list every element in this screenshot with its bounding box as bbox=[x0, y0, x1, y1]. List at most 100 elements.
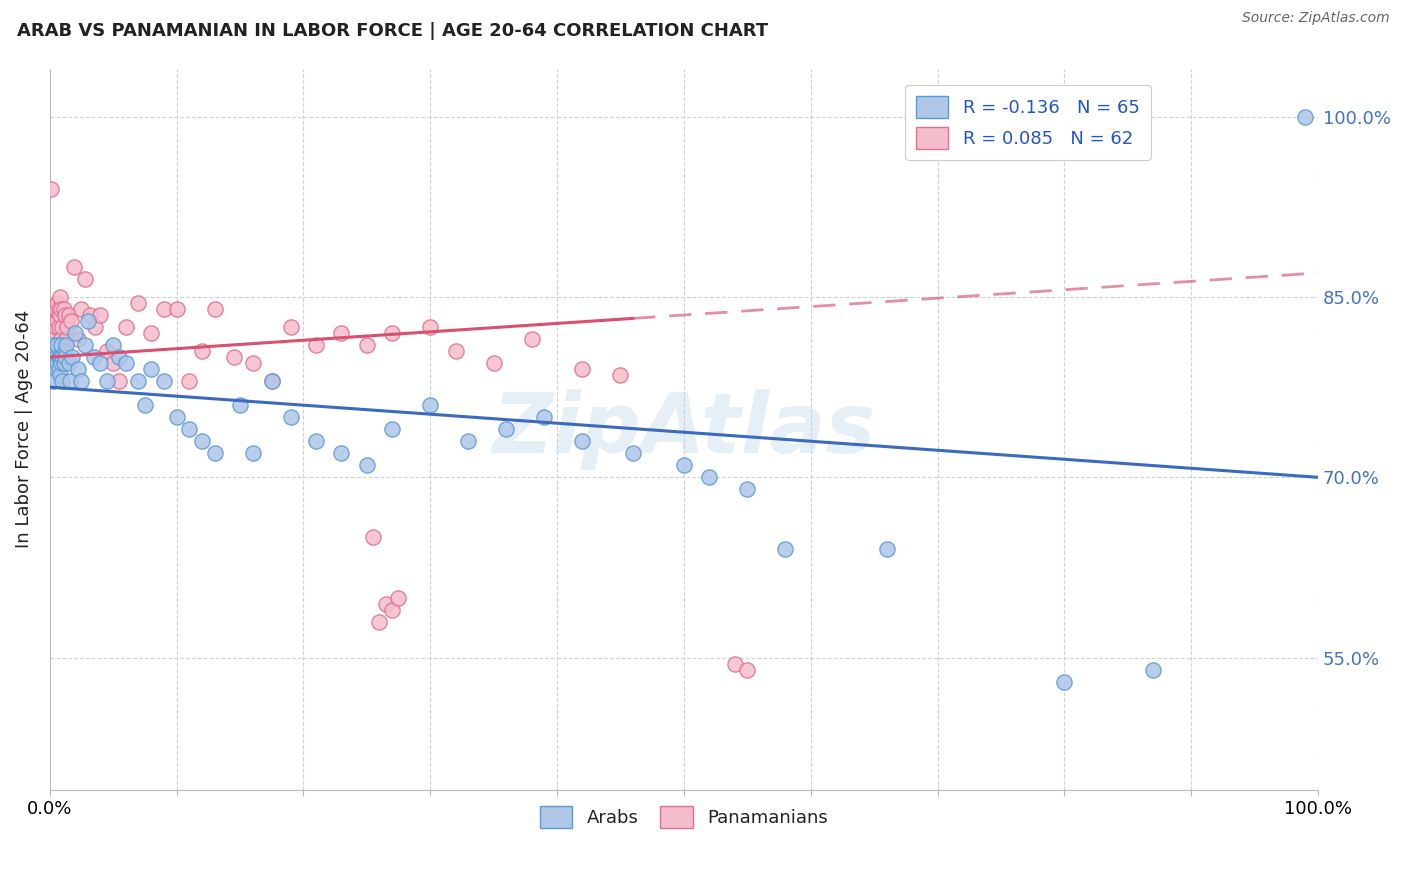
Point bbox=[242, 446, 264, 460]
Point bbox=[419, 398, 441, 412]
Point bbox=[48, 350, 70, 364]
Point bbox=[127, 374, 149, 388]
Point bbox=[48, 362, 70, 376]
Point bbox=[75, 338, 97, 352]
Point bbox=[330, 446, 353, 460]
Point bbox=[44, 356, 66, 370]
Point bbox=[571, 362, 593, 376]
Point bbox=[724, 657, 747, 671]
Point bbox=[70, 374, 93, 388]
Point bbox=[374, 597, 396, 611]
Point bbox=[42, 338, 65, 352]
Point bbox=[89, 308, 111, 322]
Point bbox=[356, 458, 378, 473]
Point bbox=[305, 434, 328, 449]
Point bbox=[229, 398, 252, 412]
Point bbox=[84, 320, 107, 334]
Point bbox=[387, 591, 409, 605]
Point bbox=[49, 338, 72, 352]
Point bbox=[381, 602, 404, 616]
Point bbox=[49, 301, 72, 316]
Point bbox=[46, 356, 69, 370]
Point bbox=[166, 410, 188, 425]
Point bbox=[127, 296, 149, 310]
Point bbox=[1142, 663, 1164, 677]
Point bbox=[571, 434, 593, 449]
Point bbox=[58, 356, 80, 370]
Point bbox=[114, 320, 136, 334]
Point bbox=[242, 356, 264, 370]
Point bbox=[66, 332, 89, 346]
Point bbox=[70, 301, 93, 316]
Point bbox=[737, 483, 759, 497]
Point bbox=[139, 326, 162, 340]
Point bbox=[59, 374, 82, 388]
Point bbox=[482, 356, 505, 370]
Point bbox=[153, 301, 176, 316]
Point bbox=[42, 301, 65, 316]
Point bbox=[533, 410, 555, 425]
Point bbox=[79, 308, 101, 322]
Point bbox=[42, 374, 65, 388]
Point bbox=[48, 301, 70, 316]
Point bbox=[96, 374, 118, 388]
Y-axis label: In Labor Force | Age 20-64: In Labor Force | Age 20-64 bbox=[15, 310, 32, 549]
Point bbox=[280, 320, 302, 334]
Point bbox=[495, 422, 517, 436]
Point bbox=[49, 356, 72, 370]
Point bbox=[45, 362, 67, 376]
Point bbox=[134, 398, 156, 412]
Point bbox=[46, 296, 69, 310]
Point bbox=[457, 434, 479, 449]
Point bbox=[204, 301, 226, 316]
Point bbox=[108, 374, 131, 388]
Text: Source: ZipAtlas.com: Source: ZipAtlas.com bbox=[1241, 11, 1389, 25]
Point bbox=[139, 362, 162, 376]
Point bbox=[44, 314, 66, 328]
Point bbox=[419, 320, 441, 334]
Point bbox=[51, 374, 73, 388]
Point bbox=[361, 530, 384, 544]
Point bbox=[41, 326, 63, 340]
Point bbox=[55, 332, 77, 346]
Point bbox=[52, 301, 75, 316]
Point bbox=[179, 374, 201, 388]
Point bbox=[166, 301, 188, 316]
Point bbox=[260, 374, 283, 388]
Point bbox=[101, 356, 124, 370]
Point bbox=[191, 434, 214, 449]
Point bbox=[44, 326, 66, 340]
Point bbox=[737, 663, 759, 677]
Point bbox=[45, 350, 67, 364]
Point bbox=[191, 344, 214, 359]
Point bbox=[66, 362, 89, 376]
Point bbox=[330, 326, 353, 340]
Point bbox=[44, 344, 66, 359]
Text: ARAB VS PANAMANIAN IN LABOR FORCE | AGE 20-64 CORRELATION CHART: ARAB VS PANAMANIAN IN LABOR FORCE | AGE … bbox=[17, 22, 768, 40]
Point bbox=[49, 332, 72, 346]
Point bbox=[1053, 674, 1076, 689]
Point bbox=[58, 308, 80, 322]
Point bbox=[101, 338, 124, 352]
Point bbox=[114, 356, 136, 370]
Point bbox=[53, 308, 76, 322]
Point bbox=[53, 344, 76, 359]
Point bbox=[108, 350, 131, 364]
Point bbox=[75, 272, 97, 286]
Point bbox=[672, 458, 695, 473]
Point bbox=[153, 374, 176, 388]
Point bbox=[56, 320, 79, 334]
Point bbox=[96, 344, 118, 359]
Point bbox=[45, 320, 67, 334]
Point bbox=[775, 542, 797, 557]
Text: ZipAtlas: ZipAtlas bbox=[492, 389, 876, 470]
Point bbox=[89, 356, 111, 370]
Point bbox=[260, 374, 283, 388]
Point bbox=[520, 332, 543, 346]
Legend: Arabs, Panamanians: Arabs, Panamanians bbox=[533, 798, 835, 835]
Point bbox=[62, 350, 84, 364]
Point bbox=[42, 338, 65, 352]
Point bbox=[49, 308, 72, 322]
Point bbox=[49, 350, 72, 364]
Point bbox=[51, 350, 73, 364]
